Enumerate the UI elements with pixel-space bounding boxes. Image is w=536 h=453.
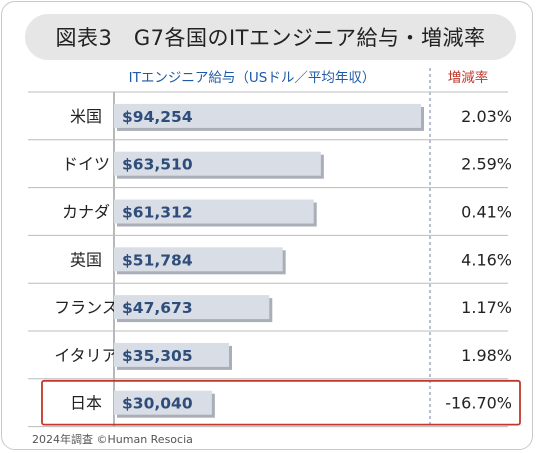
- bar: [114, 151, 321, 176]
- bar: [114, 247, 283, 272]
- bar: [114, 295, 270, 320]
- change-label: 0.41%: [461, 203, 512, 222]
- change-label: 2.03%: [461, 107, 512, 126]
- chart-title: 図表3 G7各国のITエンジニア給与・増減率: [25, 14, 516, 60]
- change-label: -16.70%: [445, 394, 512, 413]
- bar: [114, 199, 314, 224]
- highlight-box: [41, 379, 521, 426]
- change-label: 1.17%: [461, 298, 512, 317]
- value-label: $35,305: [122, 347, 193, 365]
- value-label: $63,510: [122, 156, 193, 174]
- change-header: 増減率: [448, 69, 489, 86]
- category-label: フランス: [54, 298, 118, 317]
- salary-header: ITエンジニア給与（USドル／平均年収）: [129, 70, 376, 86]
- value-label: $94,254: [122, 108, 193, 126]
- category-label: 英国: [70, 250, 102, 269]
- category-label: 日本: [70, 394, 102, 413]
- value-label: $47,673: [122, 299, 193, 317]
- bar: [114, 390, 212, 415]
- category-label: 米国: [70, 107, 102, 126]
- change-label: 1.98%: [461, 346, 512, 365]
- category-label: イタリア: [54, 346, 117, 365]
- bar: [114, 342, 229, 367]
- footer-credit: 2024年調査 ©Human Resocia: [32, 433, 193, 446]
- value-label: $51,784: [122, 251, 193, 269]
- change-label: 2.59%: [461, 155, 512, 174]
- value-label: $30,040: [122, 395, 193, 413]
- category-label: カナダ: [62, 203, 110, 222]
- bar: [114, 103, 421, 128]
- change-label: 4.16%: [461, 250, 512, 269]
- value-label: $61,312: [122, 204, 193, 222]
- category-label: ドイツ: [62, 155, 110, 174]
